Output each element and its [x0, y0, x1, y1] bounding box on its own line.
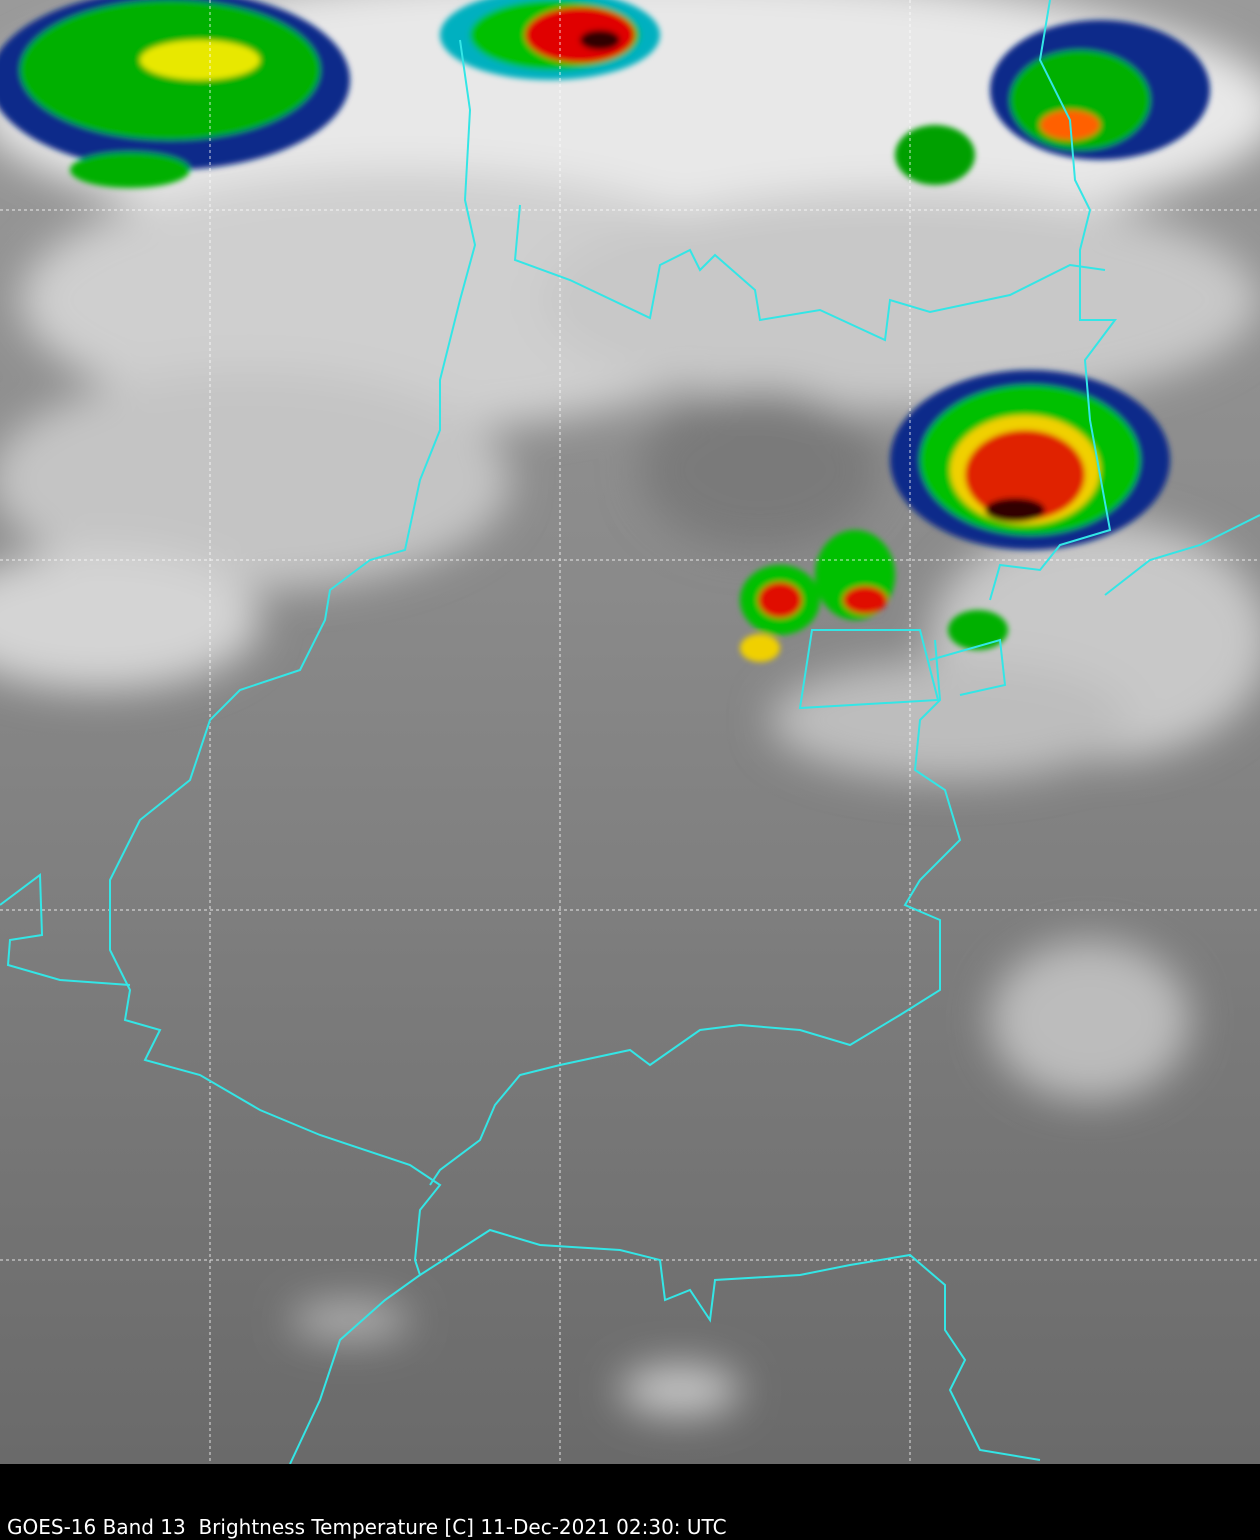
grid-lines	[0, 0, 1260, 1464]
storm-cell-northeast	[895, 20, 1210, 185]
caption-bar	[0, 1464, 1260, 1540]
satellite-imagery	[0, 0, 1260, 1464]
border-east	[429, 639, 962, 1186]
inner-boundary-east	[929, 638, 1007, 696]
storm-cell-center	[740, 530, 1008, 662]
storm-cells	[0, 0, 1210, 662]
border-north	[513, 204, 1106, 342]
border-south	[419, 1228, 1041, 1461]
border-northeast	[989, 0, 1117, 601]
storm-cell-east	[890, 370, 1170, 550]
border-west	[109, 39, 477, 1464]
border-far-west	[0, 873, 131, 986]
storm-cell-north	[440, 0, 660, 80]
image-caption: GOES-16 Band 13 Brightness Temperature […	[7, 1515, 727, 1539]
border-east-spur	[1104, 514, 1260, 596]
storm-cell-northwest	[0, 0, 350, 188]
inner-boundary-box	[798, 629, 940, 710]
political-borders	[0, 0, 1260, 1464]
